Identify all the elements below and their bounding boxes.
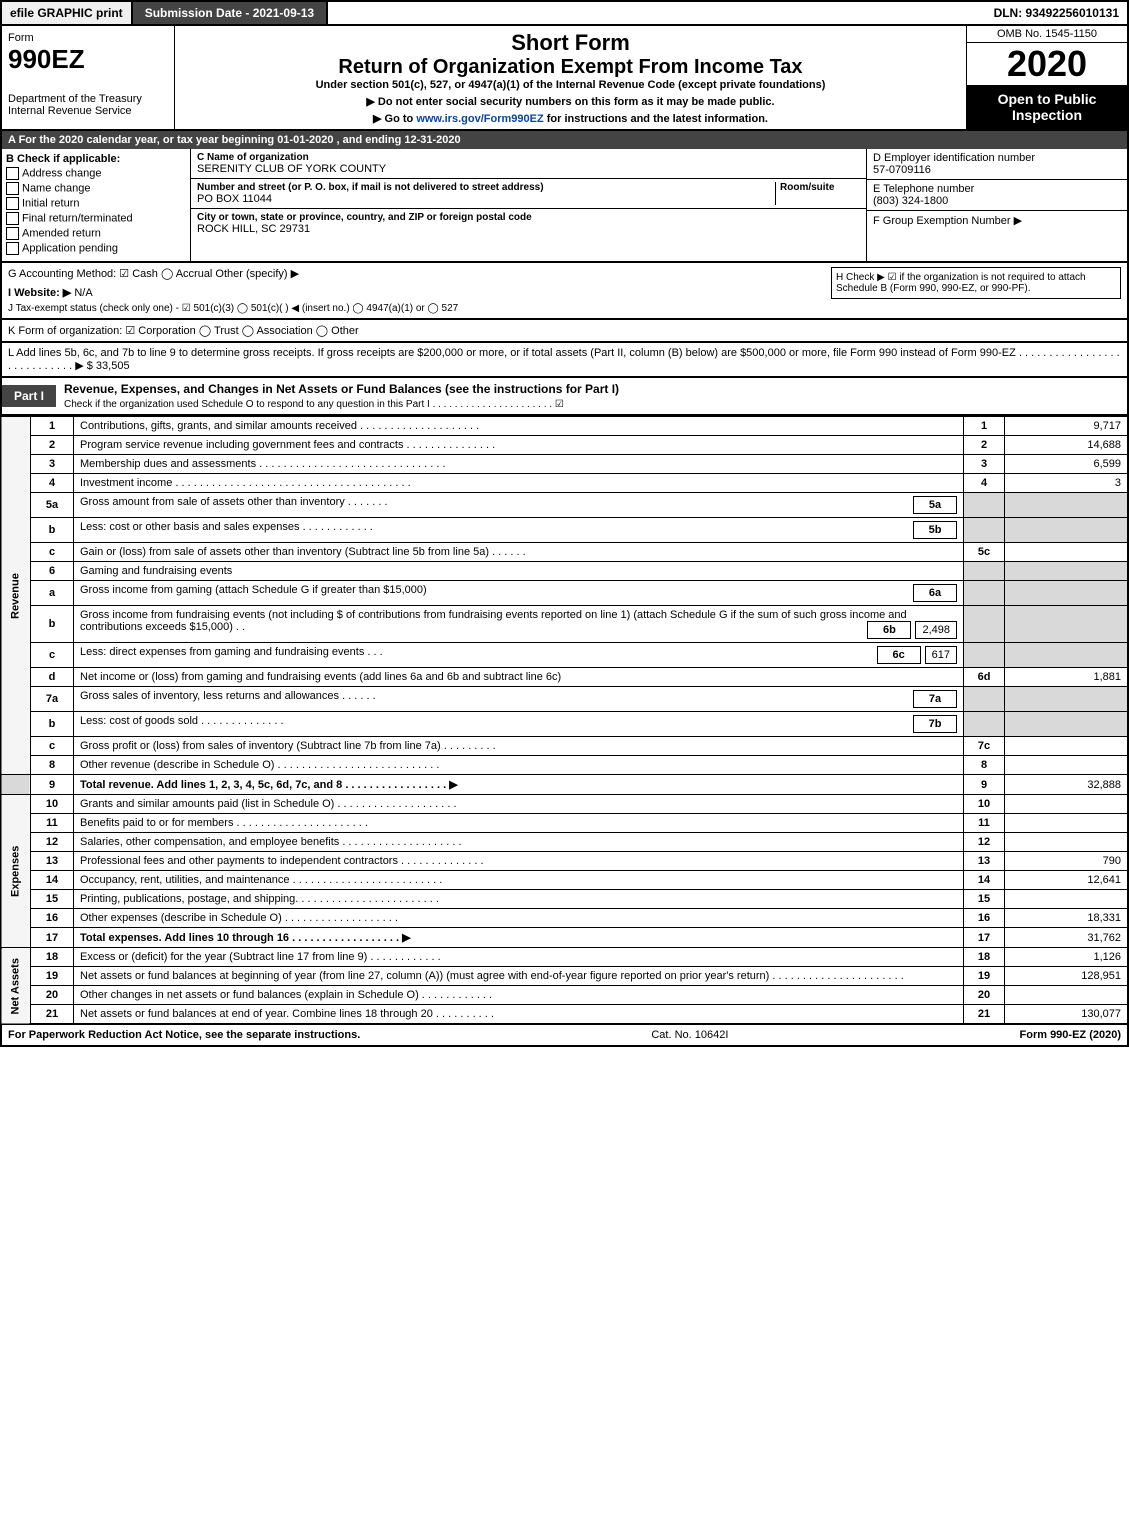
dept-label: Department of the Treasury Internal Reve… <box>8 93 168 117</box>
c-addr-lbl: Number and street (or P. O. box, if mail… <box>197 182 775 193</box>
line-j: J Tax-exempt status (check only one) - ☑… <box>8 303 1121 314</box>
box-c: C Name of organization SERENITY CLUB OF … <box>191 149 866 261</box>
form-word: Form <box>8 32 168 44</box>
side-revenue: Revenue <box>1 417 31 775</box>
info-grid: B Check if applicable: Address change Na… <box>0 149 1129 263</box>
footer-left: For Paperwork Reduction Act Notice, see … <box>8 1029 360 1041</box>
form-number: 990EZ <box>8 44 168 75</box>
warning-line: ▶ Do not enter social security numbers o… <box>179 95 962 108</box>
box-def: D Employer identification number 57-0709… <box>866 149 1127 261</box>
part1-label: Part I <box>2 385 56 407</box>
part1-title: Revenue, Expenses, and Changes in Net As… <box>56 378 1127 414</box>
line-g-section: H Check ▶ ☑ if the organization is not r… <box>0 263 1129 320</box>
c-city-lbl: City or town, state or province, country… <box>197 212 860 223</box>
line-l: L Add lines 5b, 6c, and 7b to line 9 to … <box>0 343 1129 378</box>
form-title: Return of Organization Exempt From Incom… <box>179 56 962 79</box>
side-net: Net Assets <box>1 948 31 1025</box>
side-expenses: Expenses <box>1 795 31 948</box>
efile-print-label[interactable]: efile GRAPHIC print <box>2 2 133 24</box>
box-b-head: B Check if applicable: <box>6 153 186 165</box>
org-name: SERENITY CLUB OF YORK COUNTY <box>197 163 860 175</box>
main-table: Revenue 1Contributions, gifts, grants, a… <box>0 416 1129 1025</box>
under-section: Under section 501(c), 527, or 4947(a)(1)… <box>179 79 962 91</box>
tax-year: 2020 <box>967 43 1127 85</box>
form-header: Form 990EZ Department of the Treasury In… <box>0 24 1129 131</box>
f-lbl: F Group Exemption Number ▶ <box>873 214 1121 227</box>
chk-amended[interactable]: Amended return <box>6 227 186 240</box>
top-bar: efile GRAPHIC print Submission Date - 20… <box>0 0 1129 24</box>
irs-link[interactable]: www.irs.gov/Form990EZ <box>416 113 543 125</box>
omb-number: OMB No. 1545-1150 <box>967 26 1127 43</box>
header-center: Short Form Return of Organization Exempt… <box>175 26 967 129</box>
chk-final[interactable]: Final return/terminated <box>6 212 186 225</box>
header-right: OMB No. 1545-1150 2020 Open to Public In… <box>967 26 1127 129</box>
phone: (803) 324-1800 <box>873 195 1121 207</box>
box-b: B Check if applicable: Address change Na… <box>2 149 191 261</box>
goto-line: ▶ Go to www.irs.gov/Form990EZ for instru… <box>179 112 962 125</box>
c-name-lbl: C Name of organization <box>197 152 860 163</box>
submission-date: Submission Date - 2021-09-13 <box>133 2 328 24</box>
org-address: PO BOX 11044 <box>197 193 775 205</box>
header-left: Form 990EZ Department of the Treasury In… <box>2 26 175 129</box>
dln-label: DLN: 93492256010131 <box>986 2 1127 24</box>
part1-header: Part I Revenue, Expenses, and Changes in… <box>0 378 1129 416</box>
chk-pending[interactable]: Application pending <box>6 242 186 255</box>
short-form-title: Short Form <box>179 30 962 56</box>
room-lbl: Room/suite <box>780 182 860 193</box>
footer: For Paperwork Reduction Act Notice, see … <box>0 1025 1129 1047</box>
chk-initial[interactable]: Initial return <box>6 197 186 210</box>
chk-name[interactable]: Name change <box>6 182 186 195</box>
line-k: K Form of organization: ☑ Corporation ◯ … <box>0 320 1129 343</box>
d-lbl: D Employer identification number <box>873 152 1121 164</box>
org-city: ROCK HILL, SC 29731 <box>197 223 860 235</box>
ein: 57-0709116 <box>873 164 1121 176</box>
e-lbl: E Telephone number <box>873 183 1121 195</box>
section-a-bar: A For the 2020 calendar year, or tax yea… <box>0 131 1129 149</box>
footer-mid: Cat. No. 10642I <box>360 1029 1019 1041</box>
line-h-box: H Check ▶ ☑ if the organization is not r… <box>831 267 1121 299</box>
footer-right: Form 990-EZ (2020) <box>1020 1029 1122 1041</box>
chk-address[interactable]: Address change <box>6 167 186 180</box>
open-to-public: Open to Public Inspection <box>967 85 1127 129</box>
